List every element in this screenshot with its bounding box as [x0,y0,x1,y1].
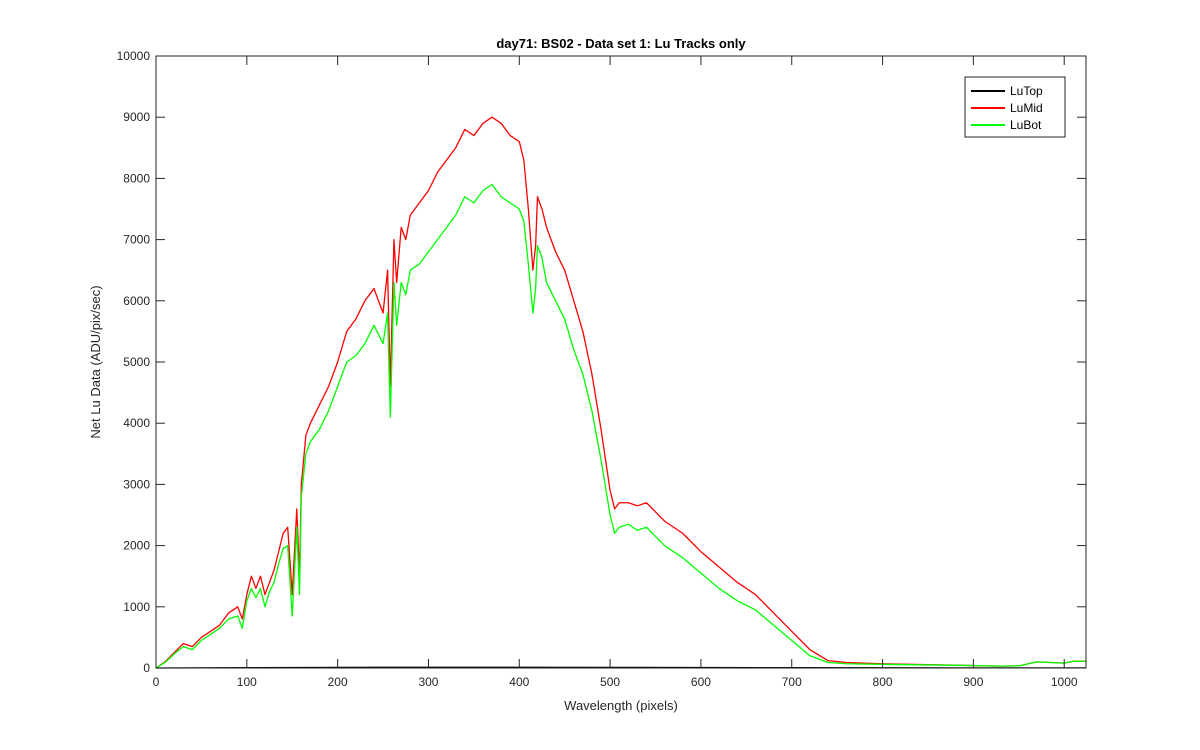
x-tick-label: 600 [691,675,711,689]
x-tick-label: 200 [328,675,348,689]
x-tick-label: 400 [509,675,529,689]
y-tick-label: 4000 [123,416,150,430]
x-tick-label: 300 [418,675,438,689]
y-tick-label: 7000 [123,233,150,247]
chart-title: day71: BS02 - Data set 1: Lu Tracks only [496,36,746,51]
y-tick-label: 8000 [123,171,150,185]
y-tick-label: 10000 [117,49,151,63]
legend-label-lutop: LuTop [1010,84,1043,98]
series-line-lubot [155,183,1086,669]
plot-area [156,56,1086,668]
y-tick-label: 0 [143,661,150,675]
x-tick-label: 1000 [1051,675,1078,689]
y-tick-label: 6000 [123,294,150,308]
y-tick-label: 1000 [123,600,150,614]
x-axis-label: Wavelength (pixels) [564,698,678,713]
ticks-layer: 0 100 200 300 400 500 600 700 800 900 100001000200… [117,49,1086,689]
legend-label-lubot: LuBot [1010,118,1042,132]
x-tick-label: 500 [600,675,620,689]
y-tick-label: 9000 [123,110,150,124]
x-tick-label: 700 [782,675,802,689]
x-tick-label: 800 [873,675,893,689]
x-tick-label: 100 [237,675,257,689]
y-axis-label: Net Lu Data (ADU/pix/sec) [88,285,103,438]
series-line-lumid [155,116,1086,669]
x-tick-label: 0 [153,675,160,689]
legend-label-lumid: LuMid [1010,101,1043,115]
x-tick-label: 900 [963,675,983,689]
y-tick-label: 5000 [123,355,150,369]
y-tick-label: 3000 [123,477,150,491]
legend: LuTop LuMid LuBot [964,76,1066,138]
y-tick-label: 2000 [123,539,150,553]
